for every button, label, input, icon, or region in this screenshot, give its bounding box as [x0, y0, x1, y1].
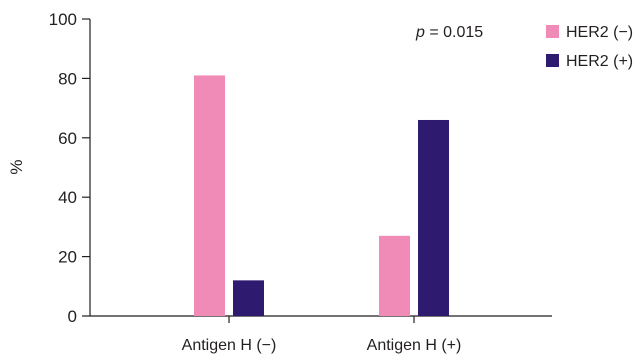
y-tick-label: 20: [58, 248, 77, 267]
y-axis-ticks: 0 20 40 60 80 100: [49, 10, 90, 326]
y-tick-label: 0: [68, 307, 77, 326]
y-tick-label: 60: [58, 129, 77, 148]
y-tick-label: 80: [58, 69, 77, 88]
legend-label: HER2 (−): [566, 24, 633, 41]
x-axis-ticks: Antigen H (−) Antigen H (+): [182, 316, 462, 354]
bar-her2-neg-group-1: [194, 75, 225, 317]
x-category-label: Antigen H (+): [367, 337, 462, 354]
x-category-label: Antigen H (−): [182, 337, 277, 354]
legend-label: HER2 (+): [566, 53, 633, 70]
p-value-annotation: p = 0.015: [415, 24, 483, 41]
bar-her2-neg-group-2: [379, 235, 410, 316]
bar-her2-pos-group-1: [233, 280, 264, 316]
bar-her2-pos-group-2: [418, 119, 449, 316]
legend-swatch: [546, 54, 559, 67]
bars: [194, 75, 449, 317]
p-value-symbol: p: [415, 24, 425, 41]
legend-swatch: [546, 25, 559, 38]
y-axis-label: %: [7, 159, 26, 174]
p-value-text: = 0.015: [425, 24, 483, 41]
y-tick-label: 40: [58, 188, 77, 207]
y-tick-label: 100: [49, 10, 77, 29]
legend: HER2 (−) HER2 (+): [546, 24, 633, 70]
